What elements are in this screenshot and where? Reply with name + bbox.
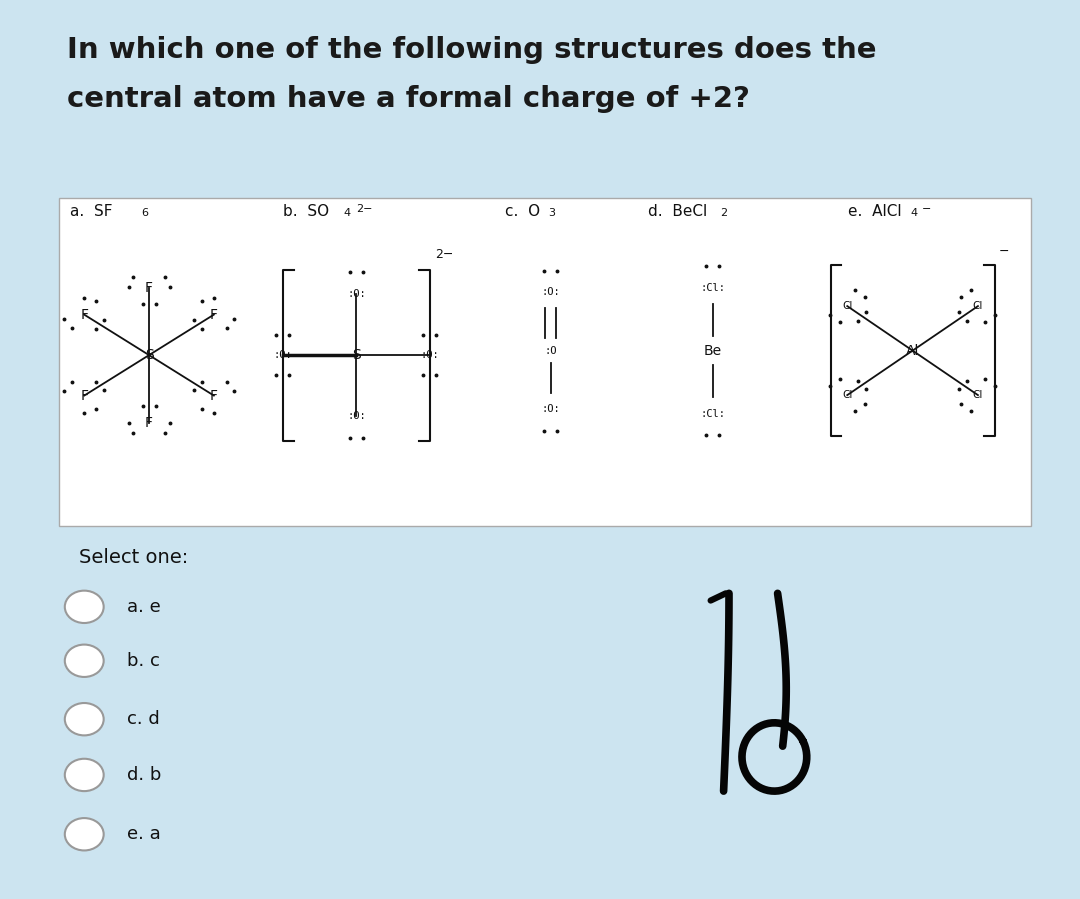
Circle shape bbox=[65, 759, 104, 791]
Text: F: F bbox=[145, 415, 153, 430]
Text: In which one of the following structures does the: In which one of the following structures… bbox=[67, 36, 877, 64]
Text: :Cl:: :Cl: bbox=[700, 408, 726, 419]
Text: 3: 3 bbox=[549, 208, 555, 218]
Text: S: S bbox=[352, 348, 361, 362]
Text: 6: 6 bbox=[141, 208, 148, 218]
Circle shape bbox=[65, 591, 104, 623]
Circle shape bbox=[65, 703, 104, 735]
Circle shape bbox=[65, 818, 104, 850]
Text: central atom have a formal charge of +2?: central atom have a formal charge of +2? bbox=[67, 85, 750, 113]
Text: 2−: 2− bbox=[435, 248, 454, 261]
Text: :O:: :O: bbox=[420, 350, 440, 360]
Text: :Cl:: :Cl: bbox=[700, 282, 726, 293]
Text: a. e: a. e bbox=[127, 598, 161, 616]
Text: −: − bbox=[922, 204, 932, 214]
Text: 4: 4 bbox=[343, 208, 351, 218]
Text: Cl: Cl bbox=[842, 390, 852, 400]
Text: F: F bbox=[145, 280, 153, 295]
Text: e. a: e. a bbox=[127, 825, 161, 843]
Text: d.  BeCl: d. BeCl bbox=[648, 204, 707, 219]
Text: F: F bbox=[80, 388, 89, 403]
Circle shape bbox=[65, 645, 104, 677]
Text: 2−: 2− bbox=[356, 204, 373, 214]
Text: b.  SO: b. SO bbox=[283, 204, 329, 219]
Text: c. d: c. d bbox=[127, 710, 160, 728]
Text: Cl: Cl bbox=[973, 301, 983, 311]
Text: b. c: b. c bbox=[127, 652, 160, 670]
Text: :O:: :O: bbox=[273, 350, 293, 360]
Text: Cl: Cl bbox=[842, 301, 852, 311]
Text: d. b: d. b bbox=[127, 766, 162, 784]
Text: Be: Be bbox=[704, 343, 721, 358]
Text: S: S bbox=[145, 348, 153, 362]
Text: F: F bbox=[210, 388, 218, 403]
Text: :O:: :O: bbox=[347, 289, 366, 299]
Text: 4: 4 bbox=[910, 208, 918, 218]
FancyBboxPatch shape bbox=[59, 198, 1031, 526]
Text: Cl: Cl bbox=[973, 390, 983, 400]
Text: :O: :O bbox=[544, 345, 557, 356]
Text: F: F bbox=[80, 307, 89, 322]
Text: :O:: :O: bbox=[347, 411, 366, 422]
Text: c.  O: c. O bbox=[505, 204, 541, 219]
Text: 2: 2 bbox=[720, 208, 728, 218]
Text: −: − bbox=[999, 245, 1010, 258]
Text: a.  SF: a. SF bbox=[70, 204, 112, 219]
Text: Al: Al bbox=[906, 343, 919, 358]
Text: F: F bbox=[210, 307, 218, 322]
Text: :O:: :O: bbox=[541, 287, 561, 298]
Text: :O:: :O: bbox=[541, 404, 561, 414]
Text: e.  AlCl: e. AlCl bbox=[848, 204, 902, 219]
Text: Select one:: Select one: bbox=[79, 548, 188, 567]
